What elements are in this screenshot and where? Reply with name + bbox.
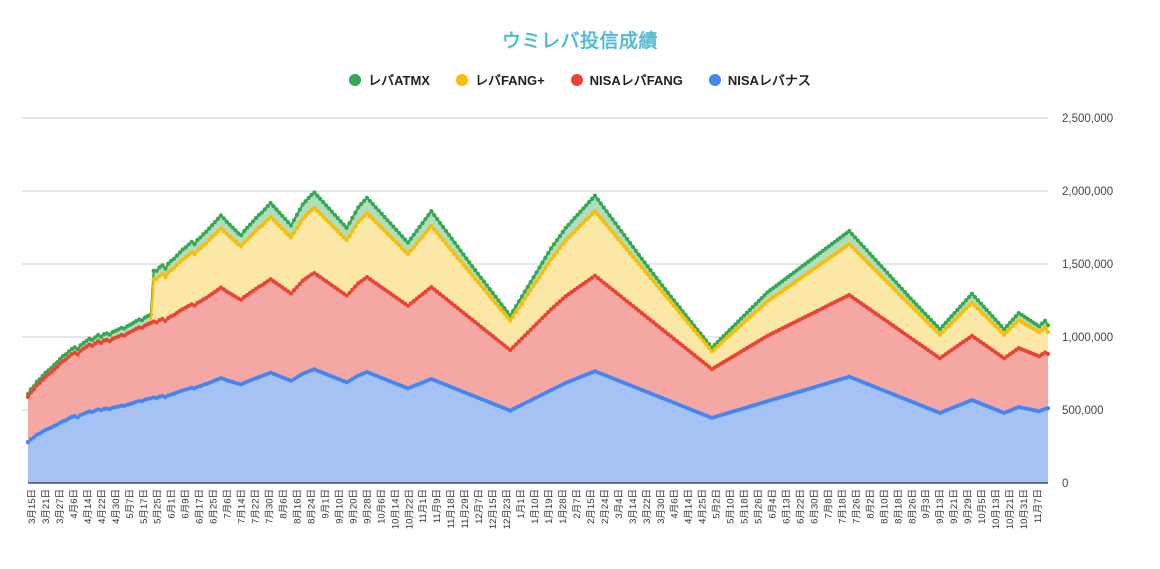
x-axis-tick-label: 5月7日 <box>125 489 136 519</box>
x-axis-tick-label: 8月16日 <box>292 489 303 524</box>
series-area-0 <box>28 369 1048 483</box>
x-axis-tick-label: 10月31日 <box>1019 489 1030 529</box>
x-axis-tick-label: 1月28日 <box>558 489 569 524</box>
x-axis-tick-label: 4月30日 <box>111 489 122 524</box>
legend-item-2[interactable]: NISAレバFANG <box>570 70 683 89</box>
y-axis-tick-label: 0 <box>1062 478 1068 490</box>
x-axis-tick-label: 7月14日 <box>237 489 248 524</box>
x-axis-tick-label: 5月25日 <box>153 489 164 524</box>
x-axis-tick-label: 3月14日 <box>628 489 639 524</box>
x-axis-tick-label: 4月22日 <box>97 489 108 524</box>
x-axis-tick-label: 3月30日 <box>656 489 667 524</box>
chart-title: ウミレバ投信成績 <box>501 31 658 52</box>
x-axis-tick-label: 5月26日 <box>754 489 765 524</box>
x-axis-tick-label: 10月14日 <box>390 489 401 529</box>
x-axis-tick-label: 11月7日 <box>1033 489 1044 523</box>
legend-dot <box>349 73 362 86</box>
y-axis-tick-label: 500,000 <box>1062 405 1104 417</box>
x-axis-tick-label: 10月5日 <box>977 489 988 524</box>
x-axis-tick-label: 5月2日 <box>712 489 723 519</box>
x-axis-tick-label: 9月3日 <box>921 489 932 519</box>
legend-item-3[interactable]: NISAレバナス <box>708 70 811 89</box>
x-axis-tick-label: 10月21日 <box>1005 489 1016 529</box>
x-axis-tick-label: 2月7日 <box>572 489 583 519</box>
x-axis-tick-label: 6月13日 <box>782 489 793 524</box>
x-axis-tick-label: 4月6日 <box>670 489 681 519</box>
legend-item-label: NISAレバナス <box>727 73 811 88</box>
x-axis-tick-label: 8月18日 <box>893 489 904 524</box>
x-axis-tick-label: 7月26日 <box>851 489 862 524</box>
x-axis-tick-label: 12月7日 <box>474 489 485 524</box>
x-axis-tick-label: 8月10日 <box>879 489 890 524</box>
x-axis-tick-label: 3月21日 <box>41 489 52 524</box>
x-axis-tick-label: 6月17日 <box>195 489 206 524</box>
legend-dot <box>455 73 468 86</box>
x-axis-tick-label: 6月30日 <box>809 489 820 524</box>
x-axis-tick-label: 5月17日 <box>139 489 150 524</box>
x-axis-tick-label: 4月14日 <box>684 489 695 524</box>
y-axis-tick-label: 1,000,000 <box>1062 332 1113 344</box>
x-axis-tick-label: 9月28日 <box>362 489 373 524</box>
x-axis-tick-label: 6月25日 <box>209 489 220 524</box>
x-axis-tick-label: 9月21日 <box>949 489 960 524</box>
legend-dot <box>708 73 721 86</box>
x-axis-tick-label: 10月13日 <box>991 489 1002 529</box>
x-axis-tick-label: 9月29日 <box>963 489 974 524</box>
x-axis-tick-label: 12月15日 <box>488 489 499 529</box>
x-axis-tick-label: 5月18日 <box>740 489 751 524</box>
y-axis-tick-label: 1,500,000 <box>1062 259 1113 271</box>
x-axis-tick-label: 9月13日 <box>935 489 946 524</box>
series-markers-1 <box>25 270 1051 399</box>
x-axis-tick-label: 1月19日 <box>544 489 555 524</box>
y-axis-tick-label: 2,500,000 <box>1062 113 1113 125</box>
x-axis-tick-label: 3月27日 <box>55 489 66 524</box>
x-axis-tick-label: 6月22日 <box>795 489 806 524</box>
series-markers-0 <box>25 367 1051 445</box>
x-axis-tick-label: 1月1日 <box>516 489 527 519</box>
x-axis-tick-label: 11月9日 <box>432 489 443 523</box>
x-axis-tick-label: 8月6日 <box>278 489 289 519</box>
x-axis-tick-label: 9月1日 <box>320 489 331 519</box>
x-axis-tick-label: 10月22日 <box>404 489 415 529</box>
x-axis-tick-label: 4月14日 <box>83 489 94 524</box>
legend-item-label: レバFANG+ <box>474 73 545 88</box>
legend-item-0[interactable]: レバATMX <box>349 70 430 89</box>
x-axis-tick-label: 11月1日 <box>418 489 429 523</box>
x-axis-tick-label: 11月18日 <box>446 489 457 528</box>
x-axis-tick-label: 8月26日 <box>907 489 918 524</box>
x-axis-tick-label: 12月23日 <box>502 489 513 529</box>
x-axis-tick-label: 6月4日 <box>768 489 779 519</box>
legend-dot <box>570 73 583 86</box>
x-axis-tick-label: 8月2日 <box>865 489 876 519</box>
x-axis-tick-label: 6月9日 <box>181 489 192 519</box>
series-markers-3 <box>25 190 1051 397</box>
x-axis-tick-label: 9月10日 <box>334 489 345 524</box>
x-axis-tick-label: 3月22日 <box>642 489 653 524</box>
x-axis-tick-label: 3月4日 <box>614 489 625 519</box>
x-axis-tick-label: 3月15日 <box>27 489 38 524</box>
x-axis-tick-label: 4月6日 <box>69 489 80 519</box>
x-axis-tick-label: 9月20日 <box>348 489 359 524</box>
x-axis-tick-label: 2月15日 <box>586 489 597 524</box>
x-axis-tick-label: 7月22日 <box>251 489 262 524</box>
x-axis-tick-label: 5月10日 <box>726 489 737 524</box>
legend-item-label: レバATMX <box>368 73 430 88</box>
x-axis-tick-label: 7月18日 <box>837 489 848 524</box>
x-axis-tick-label: 8月24日 <box>306 489 317 524</box>
x-axis-tick-label: 7月6日 <box>223 489 234 519</box>
y-axis-tick-label: 2,000,000 <box>1062 186 1113 198</box>
x-axis-tick-label: 2月24日 <box>600 489 611 524</box>
x-axis-tick-label: 10月6日 <box>376 489 387 524</box>
legend-item-1[interactable]: レバFANG+ <box>455 70 545 89</box>
x-axis-tick-label: 7月8日 <box>823 489 834 519</box>
legend-item-label: NISAレバFANG <box>589 73 683 88</box>
x-axis-tick-label: 7月30日 <box>265 489 276 524</box>
x-axis-tick-label: 6月1日 <box>167 489 178 519</box>
x-axis-tick-label: 4月25日 <box>698 489 709 524</box>
x-axis-tick-label: 1月10日 <box>530 489 541 524</box>
x-axis-tick-label: 11月29日 <box>460 489 471 528</box>
chart-legend: レバATMX レバFANG+ NISAレバFANG NISAレバナス <box>0 70 1160 89</box>
